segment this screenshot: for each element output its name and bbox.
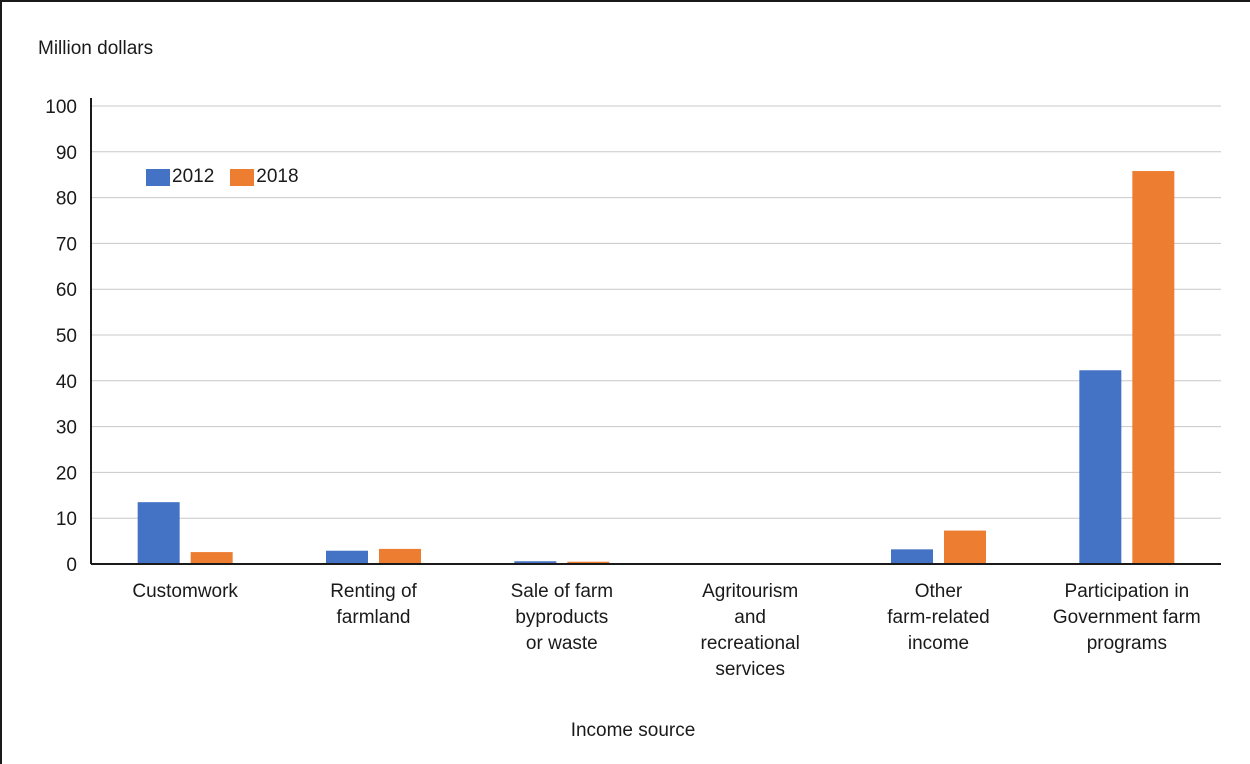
bar-2012-1	[326, 550, 368, 564]
bar-2012-5	[1079, 370, 1122, 564]
y-tick-label: 60	[56, 280, 77, 301]
y-tick-label: 20	[56, 463, 77, 484]
bar-2012-4	[891, 549, 933, 564]
bar-2018-4	[944, 530, 986, 564]
x-tick-label: Customwork	[132, 581, 238, 602]
legend-label-2012: 2012	[172, 166, 215, 187]
x-axis-title: Income source	[570, 720, 696, 741]
x-tick-label: Sale of farm byproducts or waste	[510, 581, 614, 654]
y-tick-label: 10	[56, 509, 77, 530]
y-tick-label: 90	[56, 143, 77, 164]
bar-2018-0	[190, 552, 233, 564]
y-axis-title: Million dollars	[38, 38, 154, 59]
legend-label-2018: 2018	[256, 166, 299, 187]
y-tick-label: 40	[56, 372, 77, 393]
legend-swatch-2012	[146, 168, 170, 186]
bar-2018-2	[567, 561, 610, 564]
y-tick-label: 0	[66, 555, 77, 576]
y-tick-label: 80	[56, 189, 77, 210]
y-tick-label: 50	[56, 326, 77, 347]
bar-2012-2	[514, 561, 557, 564]
y-tick-label: 30	[56, 418, 77, 439]
x-tick-label: Agritourism and recreational services	[700, 581, 800, 680]
y-tick-label: 100	[45, 97, 77, 118]
x-tick-label: Renting of farmland	[330, 581, 417, 628]
x-tick-label: Other farm-related income	[887, 581, 990, 654]
bar-2018-5	[1132, 171, 1175, 564]
x-tick-label: Participation in Government farm program…	[1052, 581, 1201, 654]
legend-swatch-2018	[230, 168, 255, 186]
legend: 2012 2018	[146, 166, 299, 188]
bar-2018-1	[379, 548, 421, 564]
bar-2012-0	[137, 502, 180, 564]
y-tick-label: 70	[56, 234, 77, 255]
